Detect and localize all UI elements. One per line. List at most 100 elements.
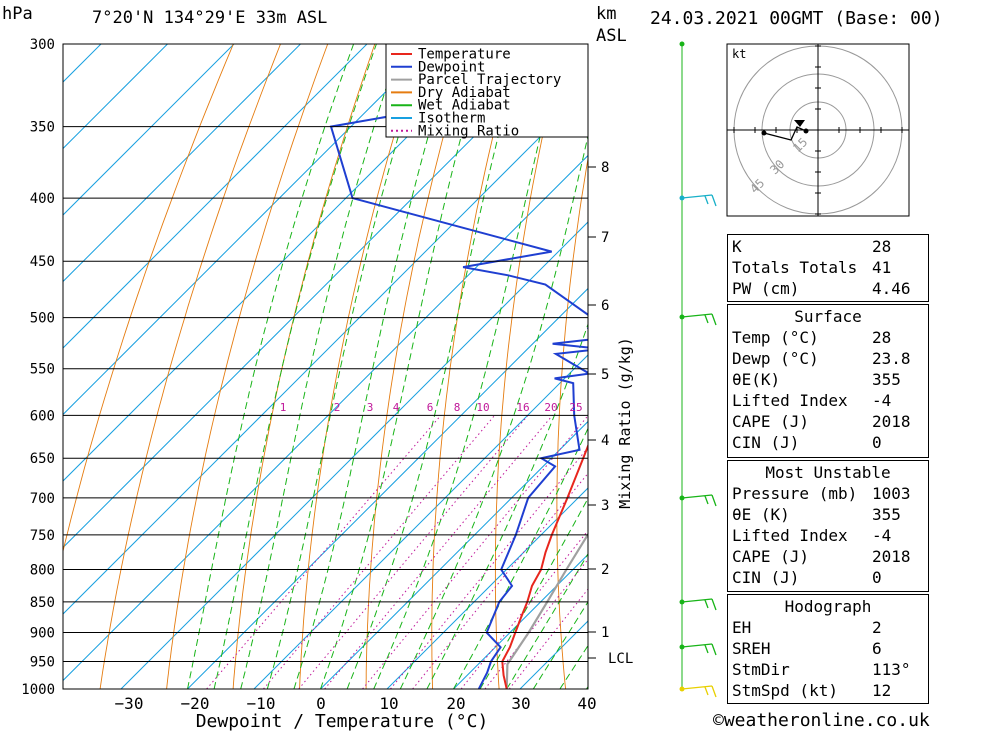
parcel-trajectory-line <box>505 532 588 689</box>
tt-value: 41 <box>872 258 892 277</box>
mu-li-value: -4 <box>872 526 892 545</box>
legend-label: Dry Adiabat <box>418 85 511 101</box>
stmspd-label: StmSpd (kt) <box>732 681 838 700</box>
surface-dewp-value: 23.8 <box>872 349 911 368</box>
mixing-ratio-label: 10 <box>476 401 489 414</box>
mu-cin-label: CIN (J) <box>732 568 800 587</box>
pressure-tick-label: 350 <box>30 120 55 136</box>
km-tick-label: 3 <box>601 498 609 514</box>
wet-adiabat-line <box>293 44 456 689</box>
hodo-title: Hodograph <box>784 597 872 616</box>
wind-barb <box>681 643 717 656</box>
isotherm-line <box>120 221 588 689</box>
pressure-tick-label: 700 <box>30 491 55 507</box>
pressure-tick-label: 1000 <box>21 682 55 698</box>
km-tick-label: 4 <box>601 433 609 449</box>
surface-temp-label: Temp (°C) <box>732 328 819 347</box>
mixing-ratio-label: 4 <box>393 401 400 414</box>
mixing-ratio-label: 20 <box>544 401 557 414</box>
surface-cape-label: CAPE (J) <box>732 412 810 431</box>
legend-box <box>385 43 589 138</box>
x-tick-label: 30 <box>511 694 530 713</box>
wet-adiabat-line <box>373 44 564 689</box>
mixing-ratio-axis-label: Mixing Ratio (g/kg) <box>616 337 634 509</box>
isotherm-line <box>63 44 501 482</box>
surface-temp-value: 28 <box>872 328 892 347</box>
x-tick-label: −10 <box>247 694 276 713</box>
surface-box: Surface Temp (°C) 28 Dewp (°C) 23.8 θE(K) 3… <box>727 304 929 458</box>
x-tick-label: −30 <box>115 694 144 713</box>
location-title: 7°20'N 134°29'E 33m ASL <box>92 8 328 28</box>
isotherm-line <box>63 88 588 615</box>
tt-label: Totals Totals <box>732 258 858 277</box>
datetime-title: 24.03.2021 00GMT (Base: 00) <box>650 8 943 29</box>
mixing-ratio-line <box>263 414 496 689</box>
hodograph-unit-label: kt <box>732 47 746 61</box>
eh-value: 2 <box>872 618 882 637</box>
dry-adiabat-line <box>232 44 376 689</box>
dewpoint-line <box>329 44 588 689</box>
hodograph-stats-box: Hodograph EH 2 SREH 6 StmDir 113° StmSpd (k… <box>727 594 929 704</box>
km-tick-label: 8 <box>601 160 609 176</box>
pressure-tick-label: 750 <box>30 528 55 544</box>
km-tick-label: 1 <box>601 625 609 641</box>
legend-label: Temperature <box>418 47 511 63</box>
isotherm-line <box>63 44 235 216</box>
pressure-unit-label: hPa <box>2 4 33 24</box>
x-tick-label: 0 <box>316 694 326 713</box>
km-tick-label: 6 <box>601 298 609 314</box>
x-tick-label: 20 <box>446 694 465 713</box>
hodograph-trace <box>763 126 807 141</box>
mu-cape-label: CAPE (J) <box>732 547 810 566</box>
surface-theta-value: 355 <box>872 370 901 389</box>
mixing-ratio-line <box>412 472 588 689</box>
k-value: 28 <box>872 237 892 256</box>
x-axis-label: Dewpoint / Temperature (°C) <box>196 711 489 732</box>
wet-adiabat-line <box>532 600 588 689</box>
isotherm-line <box>63 154 588 682</box>
x-tick-label: −20 <box>181 694 210 713</box>
wet-adiabat-line <box>453 427 588 689</box>
isotherm-line <box>386 487 588 689</box>
isotherm-line <box>63 44 301 283</box>
legend-label: Isotherm <box>418 111 485 127</box>
surface-li-value: -4 <box>872 391 892 410</box>
km-label: km <box>596 4 617 24</box>
x-tick-label: 40 <box>577 694 596 713</box>
dry-adiabat-line <box>939 44 1000 689</box>
pressure-tick-label: 450 <box>30 254 55 270</box>
isotherm-line <box>453 553 588 689</box>
legend-label: Parcel Trajectory <box>418 72 561 88</box>
pw-label: PW (cm) <box>732 279 800 298</box>
surface-li-label: Lifted Index <box>732 391 848 410</box>
wind-barb-dot <box>679 41 685 47</box>
mixing-ratio-label: 6 <box>427 401 434 414</box>
surface-title: Surface <box>794 307 862 326</box>
stmdir-label: StmDir <box>732 660 790 679</box>
dry-adiabat-line <box>166 44 329 689</box>
wind-barb <box>681 194 717 207</box>
pressure-tick-label: 600 <box>30 408 55 424</box>
pressure-tick-label: 550 <box>30 362 55 378</box>
isotherm-line <box>63 44 434 416</box>
pressure-tick-label: 900 <box>30 626 55 642</box>
hodograph-point <box>803 128 809 134</box>
dry-adiabat-line <box>99 44 281 689</box>
pressure-tick-label: 300 <box>30 37 55 53</box>
wind-barb <box>681 598 717 611</box>
km-tick-label: 2 <box>601 562 609 578</box>
km-tick-label: 7 <box>601 230 609 246</box>
asl-label: ASL <box>596 26 627 46</box>
legend-label: Wet Adiabat <box>418 98 511 114</box>
pressure-tick-label: 800 <box>30 562 55 578</box>
km-tick-label: 5 <box>601 367 609 383</box>
mixing-ratio-label: 25 <box>569 401 582 414</box>
mixing-ratio-label: 3 <box>367 401 374 414</box>
legend-label: Dewpoint <box>418 59 485 75</box>
hodograph-point <box>761 130 767 136</box>
stmdir-value: 113° <box>872 660 911 679</box>
mu-cin-value: 0 <box>872 568 882 587</box>
eh-label: EH <box>732 618 752 637</box>
